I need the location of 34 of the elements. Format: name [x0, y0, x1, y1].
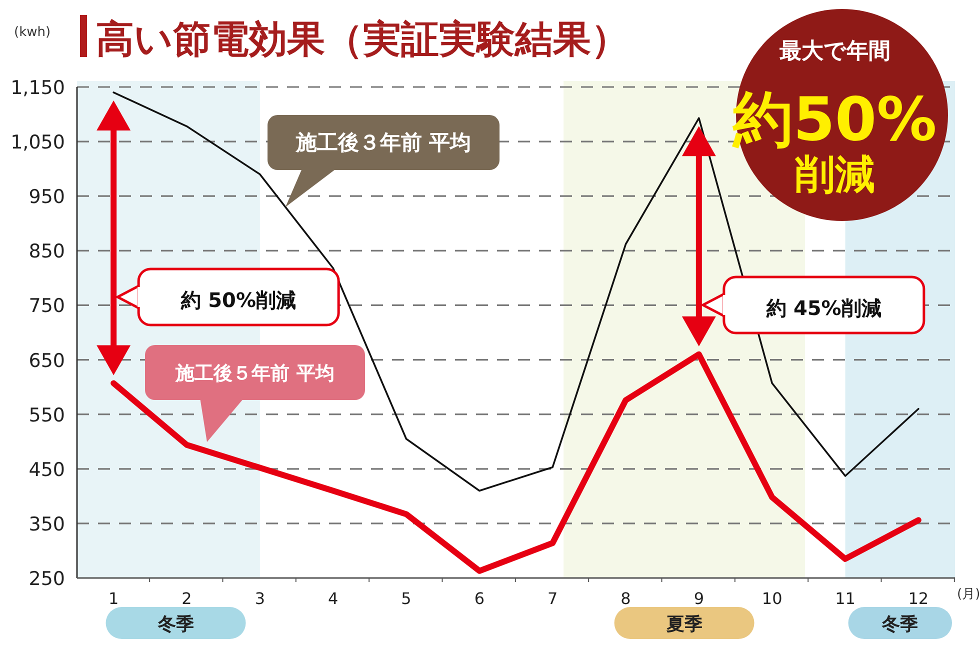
annotation: 施工後３年前 平均: [294, 130, 472, 155]
x-tick-label: 5: [401, 589, 412, 608]
chart-title: 高い節電効果（実証実験結果）: [96, 17, 629, 61]
y-tick-label: 350: [28, 513, 65, 536]
x-tick-label: 1: [108, 589, 119, 608]
x-tick-label: 8: [620, 589, 631, 608]
annotation: 約 45%削減: [765, 296, 882, 320]
x-tick-label: 2: [182, 589, 192, 608]
x-axis-title: (月): [957, 587, 980, 602]
x-tick-label: 6: [474, 589, 485, 608]
y-tick-label: 250: [28, 568, 65, 590]
x-tick-label: 7: [547, 589, 558, 608]
text: 最大で年間: [778, 39, 890, 64]
band-label: 夏季: [665, 614, 702, 635]
band-label: 冬季: [156, 614, 194, 635]
y-tick-label: 650: [28, 350, 65, 372]
y-tick-label: 550: [28, 404, 65, 426]
x-tick-label: 9: [694, 589, 704, 608]
annotation: 削減: [794, 152, 875, 198]
y-tick-label: 450: [28, 458, 65, 481]
y-axis-title: (kwh): [14, 25, 51, 40]
x-tick-label: 12: [908, 589, 929, 608]
band-label: 冬季: [881, 614, 918, 635]
y-tick-label: 950: [28, 186, 65, 208]
x-tick-label: 10: [762, 589, 782, 608]
y-tick-label: 750: [28, 295, 65, 318]
y-tick-label: 850: [28, 240, 65, 263]
y-tick-label: 1,150: [10, 77, 65, 99]
y-tick-label: 1,050: [10, 132, 65, 154]
annotation: 施工後５年前 平均: [174, 362, 334, 384]
annotation: 約 50%削減: [180, 288, 296, 312]
x-tick-label: 4: [328, 589, 338, 608]
x-tick-label: 11: [835, 589, 856, 608]
x-tick-label: 3: [254, 589, 266, 608]
